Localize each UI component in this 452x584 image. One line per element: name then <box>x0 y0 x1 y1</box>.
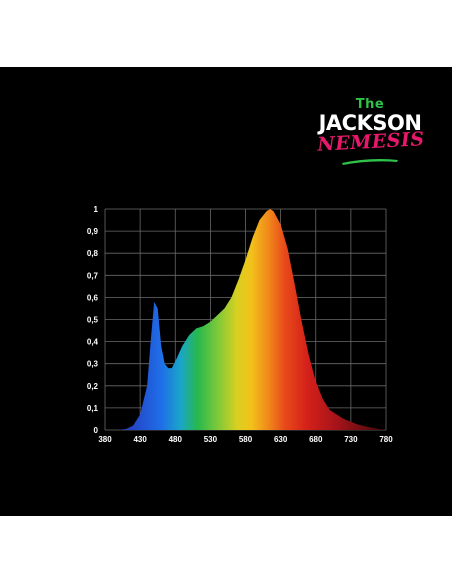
spectrum-area <box>105 209 386 430</box>
x-tick-label: 780 <box>379 435 393 444</box>
x-tick-label: 680 <box>309 435 323 444</box>
x-tick-label: 530 <box>204 435 218 444</box>
y-tick-label: 0,3 <box>87 360 99 369</box>
logo-jackson-text: JACKSON <box>318 111 422 135</box>
y-tick-label: 0,5 <box>87 316 99 325</box>
x-tick-label: 480 <box>169 435 183 444</box>
y-axis-ticks: 0 0,1 0,2 0,3 0,4 0,5 0,6 0,7 0,8 0,9 1 <box>87 205 99 435</box>
x-tick-label: 380 <box>98 435 112 444</box>
chart-panel <box>0 67 452 516</box>
y-tick-label: 0,2 <box>87 382 99 391</box>
brand-logo: The JACKSON NEMESIS <box>300 97 440 173</box>
y-tick-label: 0,4 <box>87 338 99 347</box>
x-axis-ticks: 380 430 480 530 580 630 680 730 780 <box>98 435 393 444</box>
y-tick-label: 0,8 <box>87 249 99 258</box>
x-tick-label: 430 <box>133 435 147 444</box>
x-tick-label: 580 <box>239 435 253 444</box>
y-tick-label: 1 <box>94 205 99 214</box>
x-tick-label: 730 <box>344 435 358 444</box>
y-tick-label: 0 <box>94 426 99 435</box>
x-tick-label: 630 <box>274 435 288 444</box>
y-tick-label: 0,9 <box>87 227 99 236</box>
logo-the-text: The <box>355 97 385 112</box>
y-tick-label: 0,7 <box>87 271 99 280</box>
y-tick-label: 0,1 <box>87 404 99 413</box>
logo-swoosh-icon <box>342 159 398 165</box>
y-tick-label: 0,6 <box>87 293 99 302</box>
